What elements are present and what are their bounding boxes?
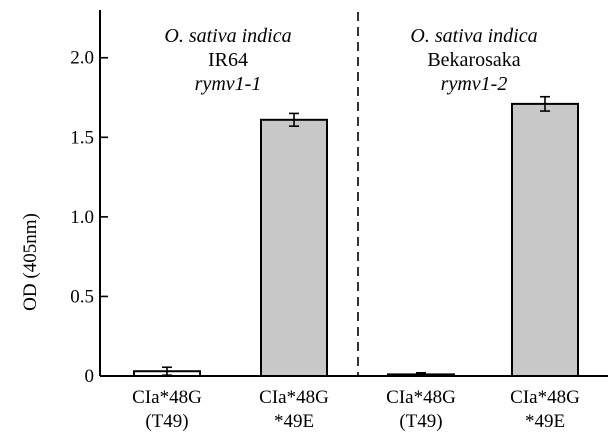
error-bars	[162, 95, 550, 377]
panel-left-cultivar: IR64	[208, 49, 248, 71]
category-label-line1: CIa*48G	[259, 387, 329, 408]
bar	[260, 118, 328, 378]
y-tick-label: 1.0	[70, 207, 94, 228]
category-label-line2: *49E	[525, 411, 565, 432]
panel-title-left: O. sativa indica IR64 rymv1-1	[164, 25, 291, 95]
category-label-line1: CIa*48G	[510, 387, 580, 408]
panel-right-species: O. sativa indica	[410, 25, 537, 47]
bars	[133, 102, 579, 378]
panel-right-cultivar: Bekarosaka	[427, 49, 520, 71]
category-label-line2: (T49)	[145, 411, 188, 432]
y-tick-label: 0	[85, 366, 95, 387]
y-tick-label: 1.5	[70, 127, 94, 148]
panel-left-allele: rymv1-1	[195, 73, 262, 95]
category-label-line2: *49E	[274, 411, 314, 432]
category-label-line2: (T49)	[399, 411, 442, 432]
y-tick-label: 0.5	[70, 286, 94, 307]
y-axis-label: OD (405nm)	[20, 213, 41, 311]
y-tick-label: 2.0	[70, 48, 94, 69]
panel-right-allele: rymv1-2	[441, 73, 508, 95]
category-label-line1: CIa*48G	[386, 387, 456, 408]
panel-left-species: O. sativa indica	[164, 25, 291, 47]
category-labels: CIa*48G (T49) CIa*48G *49E CIa*48G (T49) CIa*4…	[132, 387, 580, 432]
panel-title-right: O. sativa indica Bekarosaka rymv1-2	[410, 25, 537, 95]
category-label-line1: CIa*48G	[132, 387, 202, 408]
y-ticks: 0 0.5 1.0 1.5 2.0	[70, 48, 108, 387]
bar	[511, 102, 579, 377]
